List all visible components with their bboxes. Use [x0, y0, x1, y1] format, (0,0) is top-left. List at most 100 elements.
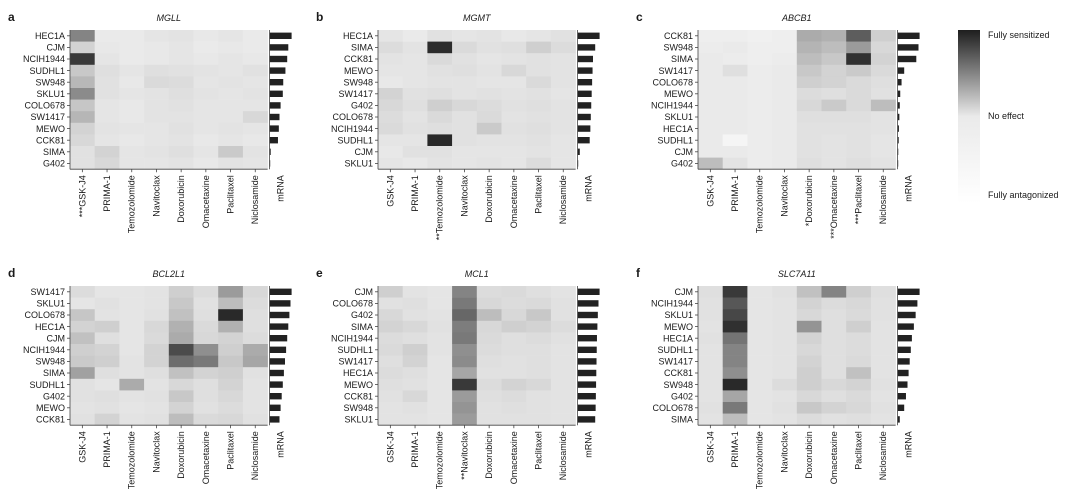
- heatmap-cell: [501, 309, 527, 322]
- heatmap-cell: [452, 344, 478, 356]
- col-label: Doxorubicin: [484, 431, 494, 479]
- col-label: Niclosamide: [878, 431, 888, 480]
- row-label: MEWO: [344, 380, 373, 390]
- row-label: G402: [671, 159, 693, 169]
- heatmap-cell: [70, 355, 95, 368]
- heatmap-cell: [846, 134, 872, 147]
- heatmap-cell: [427, 53, 453, 66]
- heatmap-cell: [870, 99, 896, 112]
- heatmap-cell: [119, 297, 145, 310]
- heatmap-cell: [218, 122, 244, 135]
- heatmap-cell: [722, 344, 748, 356]
- heatmap-cell: [821, 30, 847, 42]
- mrna-bar: [897, 55, 917, 63]
- heatmap-cell: [427, 344, 453, 356]
- heatmap-cell: [144, 88, 170, 100]
- heatmap-cell: [378, 297, 403, 310]
- row-label: HEC1A: [35, 31, 65, 41]
- heatmap-cell: [796, 309, 822, 322]
- heatmap-cell: [476, 146, 502, 158]
- heatmap-cell: [144, 76, 170, 89]
- heatmap-cell: [144, 286, 170, 298]
- heatmap-cell: [168, 30, 194, 42]
- row-label: SW1417: [30, 287, 65, 297]
- heatmap-cell: [70, 367, 95, 380]
- heatmap-cell: [796, 157, 822, 170]
- row-label: CJM: [675, 287, 694, 297]
- heatmap-cell: [550, 367, 576, 380]
- col-label: PRIMA-1: [102, 431, 112, 468]
- mrna-bar: [897, 346, 911, 353]
- heatmap-cell: [722, 309, 748, 322]
- colorbar-legend: Fully sensitized No effect Fully antagon…: [958, 30, 1059, 203]
- heatmap-cell: [427, 30, 453, 42]
- heatmap-cell: [402, 76, 428, 89]
- mrna-bar: [577, 381, 597, 388]
- heatmap-cell: [796, 286, 822, 298]
- heatmap-cell: [94, 355, 120, 368]
- heatmap-cell: [402, 413, 428, 426]
- heatmap-cell: [402, 309, 428, 322]
- heatmap-cell: [218, 41, 244, 54]
- mrna-bar: [897, 381, 908, 388]
- heatmap-cell: [427, 332, 453, 345]
- mrna-bar: [897, 300, 918, 307]
- mrna-bar: [897, 79, 902, 86]
- row-label: MEWO: [664, 89, 693, 99]
- heatmap-cell: [526, 88, 552, 100]
- heatmap-cell: [698, 76, 723, 89]
- heatmap-cell: [476, 41, 502, 54]
- heatmap-cell: [870, 53, 896, 66]
- heatmap-cell: [70, 99, 95, 112]
- heatmap-cell: [119, 344, 145, 356]
- heatmap-cell: [501, 378, 527, 391]
- heatmap-cell: [427, 157, 453, 170]
- heatmap-cell: [846, 355, 872, 368]
- heatmap-cell: [501, 122, 527, 135]
- heatmap-cell: [378, 122, 403, 135]
- panel-title: BCL2L1: [153, 269, 186, 279]
- heatmap-cell: [722, 157, 748, 170]
- row-label: SW948: [343, 403, 373, 413]
- mrna-bar: [897, 90, 901, 97]
- col-label: Navitoclax: [151, 431, 161, 473]
- row-label: NCIH1944: [331, 124, 373, 134]
- heatmap-cell: [722, 297, 748, 310]
- col-label: Omacetaxine: [509, 175, 519, 228]
- heatmap-cell: [796, 64, 822, 77]
- mrna-bar: [577, 90, 592, 97]
- mrna-bar: [269, 90, 283, 97]
- heatmap-cell: [698, 344, 723, 356]
- heatmap-cell: [70, 378, 95, 391]
- heatmap-cell: [378, 64, 403, 77]
- heatmap-cell: [144, 402, 170, 414]
- heatmap-cell: [870, 378, 896, 391]
- col-label: PRIMA-1: [102, 175, 112, 212]
- heatmap-cell: [193, 88, 219, 100]
- heatmap-cell: [70, 320, 95, 333]
- heatmap-cell: [722, 53, 748, 66]
- row-label: SIMA: [671, 54, 693, 64]
- row-label: SIMA: [43, 368, 65, 378]
- heatmap-cell: [218, 53, 244, 66]
- mrna-label: mRNA: [904, 175, 914, 202]
- heatmap-cell: [427, 88, 453, 100]
- heatmap-cell: [70, 344, 95, 356]
- heatmap-cell: [119, 111, 145, 124]
- heatmap-cell: [452, 111, 478, 124]
- heatmap-cell: [501, 53, 527, 66]
- heatmap-cell: [846, 64, 872, 77]
- heatmap-cell: [722, 134, 748, 147]
- heatmap-cell: [378, 41, 403, 54]
- heatmap-cell: [94, 286, 120, 298]
- heatmap-cell: [772, 367, 798, 380]
- heatmap-cell: [427, 320, 453, 333]
- col-label: Navitoclax: [151, 175, 161, 217]
- heatmap-cell: [870, 64, 896, 77]
- row-label: NCIH1944: [651, 101, 693, 111]
- heatmap-cell: [501, 111, 527, 124]
- heatmap-cell: [168, 76, 194, 89]
- heatmap-cell: [526, 367, 552, 380]
